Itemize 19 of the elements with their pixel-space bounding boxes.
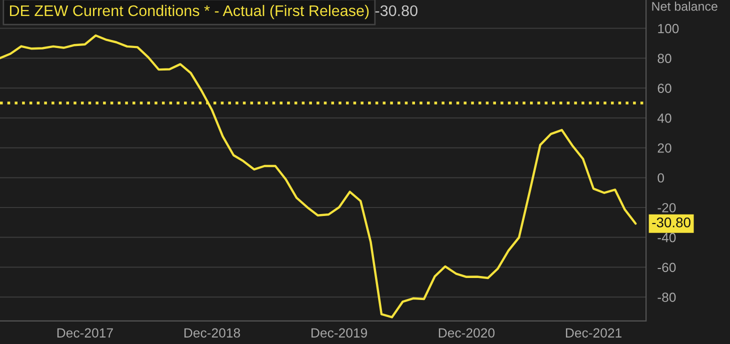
x-tick-label: Dec-2017 [57,328,113,338]
y-tick-label: 0 [658,173,664,183]
chart-title: DE ZEW Current Conditions * - Actual (First Release) [10,4,369,20]
y-axis-title: Net balance [652,2,718,11]
data-label: -30.80 [652,218,690,228]
y-tick-label: 60 [658,84,672,93]
x-tick-label: Dec-2020 [438,328,495,338]
x-tick-label: Dec-2018 [184,328,240,338]
y-tick-label: 80 [658,54,672,64]
y-tick-label: 20 [658,143,672,153]
y-tick-label: -80 [658,292,676,302]
x-tick-label: Dec-2021 [566,328,622,338]
y-tick-label: -20 [658,203,676,212]
y-tick-label: -60 [658,262,676,272]
chart-subtitle: -30.80 [375,5,418,16]
y-tick-label: 100 [658,24,679,34]
y-tick-label: 40 [657,114,672,123]
x-tick-label: Dec-2019 [312,328,368,338]
y-tick-label: -40 [658,232,676,242]
